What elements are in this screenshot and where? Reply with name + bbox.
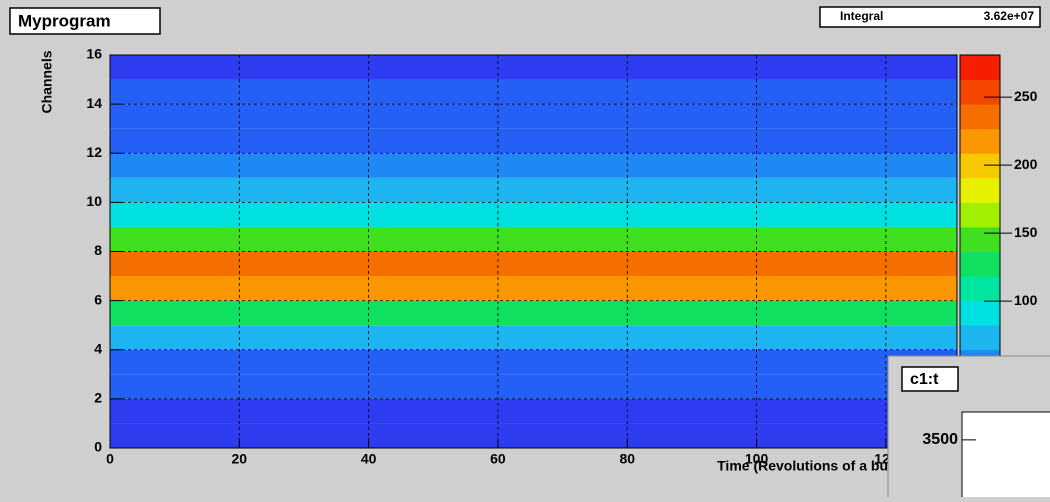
colorbar-swatch — [960, 153, 1000, 179]
y-tick-label: 4 — [94, 340, 102, 356]
x-tick-label: 60 — [490, 451, 506, 467]
colorbar-tick-label: 150 — [1014, 224, 1038, 240]
stats-label: Integral — [840, 9, 883, 23]
colorbar-swatch — [960, 104, 1000, 130]
heat-cell — [110, 251, 957, 277]
colorbar-swatch — [960, 128, 1000, 154]
heat-cell — [110, 300, 957, 326]
title-box — [9, 7, 161, 35]
heat-cell — [110, 202, 957, 227]
x-tick-label: 20 — [232, 451, 248, 467]
x-axis-label: Time (Revolutions of a bu — [717, 458, 888, 474]
inset-title: c1:t — [910, 371, 939, 388]
colorbar-swatch — [960, 55, 1000, 81]
colorbar-swatch — [960, 177, 1000, 203]
colorbar-tick-label: 100 — [1014, 292, 1038, 308]
heat-cell — [110, 325, 957, 350]
x-tick-label: 40 — [361, 451, 377, 467]
heat-cell — [110, 374, 957, 399]
stats-value: 3.62e+07 — [984, 9, 1035, 23]
colorbar-tick-label: 250 — [1014, 88, 1038, 104]
colorbar-tick-label: 200 — [1014, 156, 1038, 172]
y-tick-label: 16 — [86, 46, 102, 62]
stats-box — [819, 6, 1041, 28]
inset-frame — [961, 411, 1050, 502]
y-tick-label: 10 — [86, 193, 102, 209]
colorbar-swatch — [960, 226, 1000, 252]
y-tick-label: 14 — [86, 95, 102, 111]
heat-cell — [110, 128, 957, 154]
inset-title-box — [901, 366, 959, 392]
x-tick-label: 80 — [619, 451, 635, 467]
y-tick-label: 6 — [94, 291, 102, 307]
heat-cell — [110, 104, 957, 129]
heat-cell — [110, 276, 957, 301]
x-tick-label: 100 — [745, 451, 769, 467]
y-tick-label: 8 — [94, 242, 102, 258]
inset-y-tick-label: 3500 — [922, 431, 958, 448]
colorbar-swatch — [960, 251, 1000, 277]
x-tick-label: 0 — [106, 451, 114, 467]
colorbar-swatch — [960, 276, 1000, 302]
heat-cell — [110, 226, 957, 252]
colorbar-swatch — [960, 79, 1000, 105]
colorbar-swatch — [960, 325, 1000, 351]
heat-cell — [110, 398, 957, 424]
heat-cell — [110, 55, 957, 80]
plot-border — [109, 54, 958, 449]
chart-title: Myprogram — [18, 11, 111, 30]
colorbar-swatch — [960, 202, 1000, 228]
heat-cell — [110, 349, 957, 375]
y-tick-label: 0 — [94, 439, 102, 455]
y-axis-label: Channels — [39, 50, 55, 113]
y-tick-label: 12 — [86, 144, 102, 160]
heat-cell — [110, 423, 957, 448]
inset-pad: c1:t 30003500 — [887, 355, 1050, 502]
y-tick-label: 2 — [94, 390, 102, 406]
heat-cell — [110, 79, 957, 105]
colorbar-swatch — [960, 300, 1000, 326]
heat-cell — [110, 177, 957, 203]
heat-cell — [110, 153, 957, 178]
